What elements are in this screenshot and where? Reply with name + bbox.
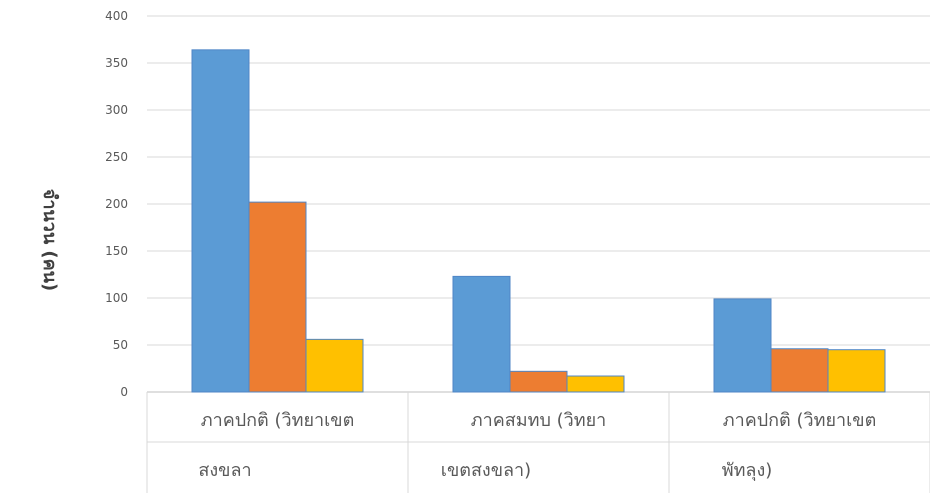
y-tick-label: 50 (113, 338, 128, 352)
y-tick-label: 300 (105, 103, 128, 117)
y-tick-label: 150 (105, 244, 128, 258)
y-tick-label: 100 (105, 291, 128, 305)
y-tick-label: 350 (105, 56, 128, 70)
category-label: ภาคปกติ (วิทยาเขต (723, 410, 877, 431)
category-label: สงขลา (198, 460, 251, 481)
bar (509, 370, 568, 393)
y-tick-label: 200 (105, 197, 128, 211)
y-tick-label: 250 (105, 150, 128, 164)
bars (191, 49, 886, 393)
bar (305, 338, 364, 393)
category-label: ภาคสมทบ (วิทยา (471, 410, 607, 431)
bar (827, 349, 886, 393)
bar (770, 348, 829, 393)
category-label: พัทลุง) (722, 460, 773, 481)
bar (191, 49, 250, 393)
bar (452, 275, 511, 393)
bar (248, 201, 307, 393)
category-label: ภาคปกติ (วิทยาเขต (201, 410, 355, 431)
y-axis-label: จำนวน (คน) (39, 189, 60, 291)
bar (566, 375, 625, 393)
y-tick-label: 400 (105, 9, 128, 23)
y-tick-label: 0 (120, 385, 128, 399)
bar (713, 298, 772, 393)
category-label: เขตสงขลา) (441, 460, 531, 481)
y-tick-labels: 0 50 100 150 200 250 300 350 400 (105, 9, 128, 399)
